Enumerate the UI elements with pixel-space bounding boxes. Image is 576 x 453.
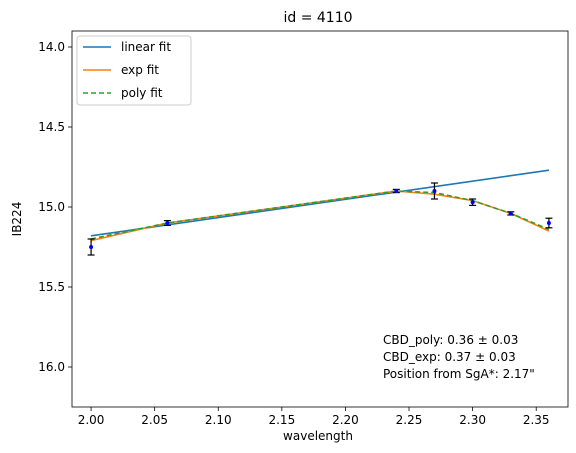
y-tick-label: 14.5: [38, 120, 65, 134]
data-point: [546, 221, 551, 225]
legend: linear fit exp fit poly fit: [76, 35, 192, 106]
legend-box: [76, 35, 192, 106]
plot-frame: [71, 30, 569, 408]
x-tick-label: 2.00: [78, 413, 105, 427]
x-tick-label: 2.35: [523, 413, 550, 427]
x-tick-label: 2.15: [268, 413, 295, 427]
annotations: CBD_poly: 0.36 ± 0.03 CBD_exp: 0.37 ± 0.0…: [383, 333, 535, 381]
x-axis: 2.00 2.05 2.10 2.15 2.20 2.25 2.30 2.35: [78, 407, 550, 427]
legend-label-linear-fit: linear fit: [121, 40, 171, 54]
annotation-text: CBD_poly: 0.36 ± 0.03: [383, 333, 518, 347]
y-axis: 14.0 14.5 15.0 15.5 16.0: [38, 40, 72, 374]
annotation-text: Position from SgA*: 2.17": [383, 367, 535, 381]
data-point: [508, 211, 513, 216]
data-point: [89, 245, 94, 249]
legend-label-poly-fit: poly fit: [121, 86, 163, 100]
series-line-poly-fit: [90, 190, 550, 240]
data-point: [470, 200, 475, 205]
data-point: [394, 189, 399, 193]
x-tick-label: 2.25: [396, 413, 423, 427]
annotation-text: CBD_exp: 0.37 ± 0.03: [383, 350, 516, 364]
y-tick-label: 16.0: [38, 360, 65, 374]
x-tick-label: 2.30: [459, 413, 486, 427]
x-tick-label: 2.10: [205, 413, 232, 427]
x-tick-label: 2.20: [332, 413, 359, 427]
y-tick-label: 14.0: [38, 40, 65, 54]
x-axis-label: wavelength: [283, 429, 353, 443]
y-tick-label: 15.0: [38, 200, 65, 214]
chart-title: id = 4110: [283, 10, 352, 26]
data-point: [432, 189, 437, 193]
y-tick-label: 15.5: [38, 280, 65, 294]
plot-area: [87, 169, 553, 256]
series-line-exp-fit: [90, 190, 550, 242]
x-tick-label: 2.05: [141, 413, 168, 427]
legend-label-exp-fit: exp fit: [121, 63, 159, 77]
y-axis-label: IB224: [10, 202, 24, 237]
data-point: [165, 221, 170, 225]
